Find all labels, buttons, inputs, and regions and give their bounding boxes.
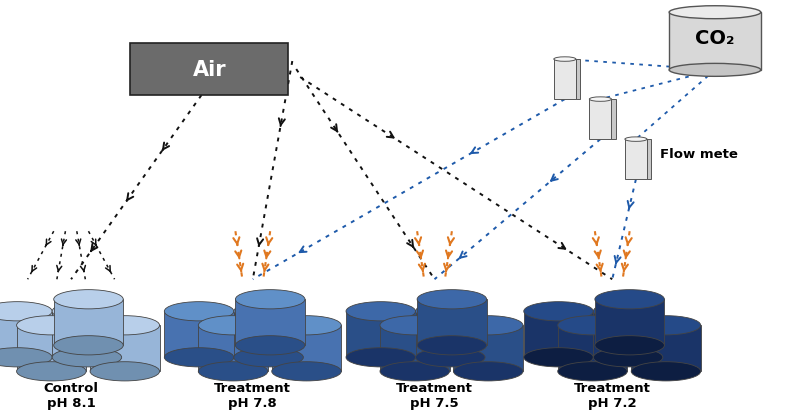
Ellipse shape (380, 316, 450, 335)
Bar (17, 325, 86, 371)
Ellipse shape (235, 290, 305, 309)
Bar (453, 325, 523, 371)
Bar (346, 311, 416, 357)
Ellipse shape (90, 316, 160, 335)
Ellipse shape (416, 302, 485, 321)
Bar (558, 325, 627, 371)
Ellipse shape (52, 302, 122, 321)
Ellipse shape (17, 362, 86, 381)
Ellipse shape (593, 348, 663, 367)
Ellipse shape (234, 348, 303, 367)
Ellipse shape (631, 362, 701, 381)
Bar (554, 60, 576, 100)
Ellipse shape (453, 316, 523, 335)
Bar (0, 311, 52, 357)
Ellipse shape (524, 348, 593, 367)
Bar (417, 299, 487, 345)
Bar (647, 140, 652, 180)
Bar (593, 311, 663, 357)
Ellipse shape (52, 348, 122, 367)
Ellipse shape (416, 348, 485, 367)
Ellipse shape (235, 336, 305, 355)
Text: Treatment
pH 7.5: Treatment pH 7.5 (396, 382, 473, 409)
Text: Flow mete: Flow mete (660, 147, 738, 160)
Ellipse shape (524, 302, 593, 321)
Bar (524, 311, 593, 357)
Bar (576, 60, 581, 100)
Bar (54, 299, 123, 345)
Bar (52, 311, 122, 357)
Bar (164, 311, 234, 357)
Ellipse shape (234, 302, 303, 321)
Ellipse shape (558, 362, 627, 381)
Text: Treatment
pH 7.2: Treatment pH 7.2 (574, 382, 651, 409)
Ellipse shape (346, 302, 416, 321)
Ellipse shape (90, 362, 160, 381)
Ellipse shape (625, 138, 647, 142)
Bar (272, 325, 341, 371)
Bar (589, 100, 611, 140)
Ellipse shape (380, 362, 450, 381)
Ellipse shape (669, 64, 761, 77)
Ellipse shape (272, 362, 341, 381)
Bar (90, 325, 160, 371)
Bar (611, 100, 616, 140)
Ellipse shape (417, 336, 487, 355)
Ellipse shape (54, 336, 123, 355)
Ellipse shape (0, 348, 52, 367)
Ellipse shape (417, 290, 487, 309)
Ellipse shape (0, 302, 52, 321)
Bar (234, 311, 303, 357)
Ellipse shape (453, 362, 523, 381)
Ellipse shape (595, 336, 664, 355)
Ellipse shape (589, 97, 611, 102)
Text: Control
pH 8.1: Control pH 8.1 (43, 382, 99, 409)
Text: Air: Air (193, 60, 226, 80)
Bar (669, 13, 761, 71)
Ellipse shape (346, 348, 416, 367)
Ellipse shape (17, 316, 86, 335)
Bar (380, 325, 450, 371)
Ellipse shape (272, 316, 341, 335)
Ellipse shape (54, 290, 123, 309)
Ellipse shape (595, 290, 664, 309)
Ellipse shape (164, 302, 234, 321)
Ellipse shape (669, 7, 761, 20)
Bar (235, 299, 305, 345)
Bar (625, 140, 647, 180)
Ellipse shape (198, 362, 268, 381)
Ellipse shape (593, 302, 663, 321)
Bar (595, 299, 664, 345)
Ellipse shape (558, 316, 627, 335)
Ellipse shape (198, 316, 268, 335)
Text: Treatment
pH 7.8: Treatment pH 7.8 (214, 382, 292, 409)
Ellipse shape (631, 316, 701, 335)
FancyBboxPatch shape (130, 44, 288, 96)
Bar (416, 311, 485, 357)
Ellipse shape (164, 348, 234, 367)
Bar (198, 325, 268, 371)
Text: CO₂: CO₂ (695, 28, 735, 47)
Ellipse shape (554, 58, 576, 62)
Bar (631, 325, 701, 371)
